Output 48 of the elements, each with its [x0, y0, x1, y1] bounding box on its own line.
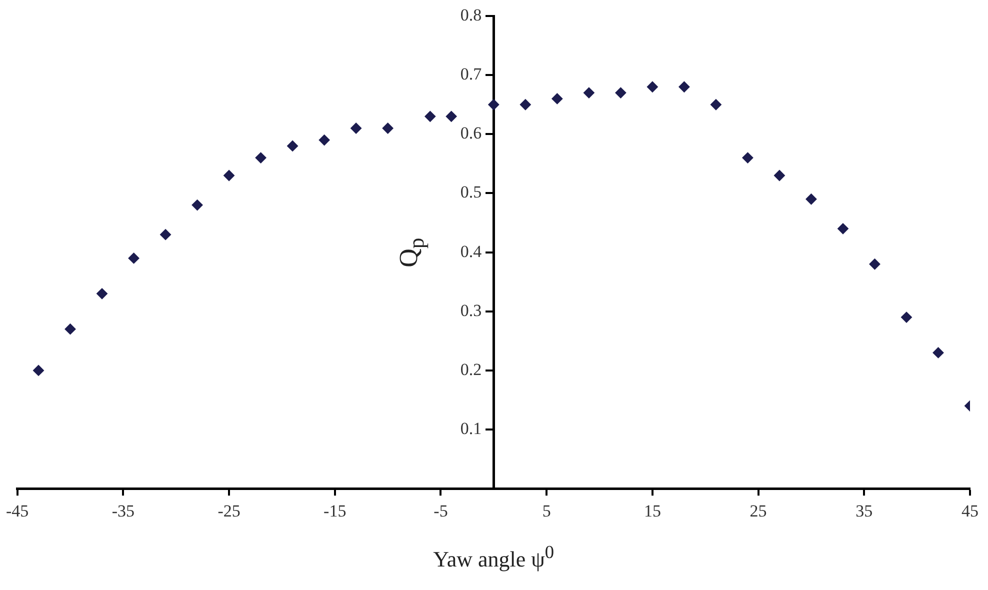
- x-tick-label: -25: [218, 501, 240, 520]
- x-tick-label: -15: [324, 501, 346, 520]
- point: [160, 229, 172, 240]
- x-axis-title: Yaw angle ψ$^{0}$: [433, 542, 554, 572]
- y-tick-label: 0.8: [460, 5, 482, 24]
- point: [488, 99, 500, 110]
- point: [287, 140, 298, 152]
- point: [710, 99, 722, 110]
- point: [424, 110, 436, 122]
- y-tick-label: 0.6: [460, 124, 482, 143]
- point: [33, 364, 44, 376]
- x-tick-label: -5: [434, 501, 448, 520]
- point: [255, 152, 266, 164]
- y-tick-label: 0.2: [460, 360, 482, 379]
- x-tick-label: 15: [644, 501, 661, 520]
- point: [64, 324, 76, 335]
- point: [806, 194, 817, 205]
- point: [837, 223, 848, 234]
- point: [446, 110, 457, 122]
- x-tick-label: 35: [856, 501, 873, 520]
- point: [350, 122, 362, 134]
- point: [646, 81, 658, 92]
- x-tick-label: -45: [6, 501, 29, 520]
- y-tick-label: 0.4: [460, 242, 482, 261]
- point: [678, 81, 690, 92]
- point: [615, 87, 626, 98]
- point: [552, 93, 563, 104]
- point: [382, 122, 394, 134]
- y-tick-label: 0.7: [460, 64, 482, 84]
- y-tick-label: 0.5: [460, 182, 482, 202]
- point: [192, 200, 203, 211]
- x-tick-label: -35: [112, 501, 135, 520]
- point: [900, 312, 912, 323]
- point: [520, 99, 531, 110]
- point: [96, 288, 108, 300]
- x-tick-label: 5: [542, 501, 551, 520]
- point: [774, 170, 785, 182]
- x-tick-label: 45: [962, 501, 978, 520]
- point: [318, 134, 330, 146]
- point: [224, 170, 235, 182]
- y-tick-label: 0.1: [460, 418, 482, 438]
- x-tick-label: 25: [750, 501, 767, 520]
- point: [742, 152, 754, 164]
- point: [128, 252, 140, 264]
- point: [932, 347, 944, 358]
- y-tick-label: 0.3: [460, 300, 482, 320]
- point: [869, 258, 880, 270]
- point: [583, 87, 594, 98]
